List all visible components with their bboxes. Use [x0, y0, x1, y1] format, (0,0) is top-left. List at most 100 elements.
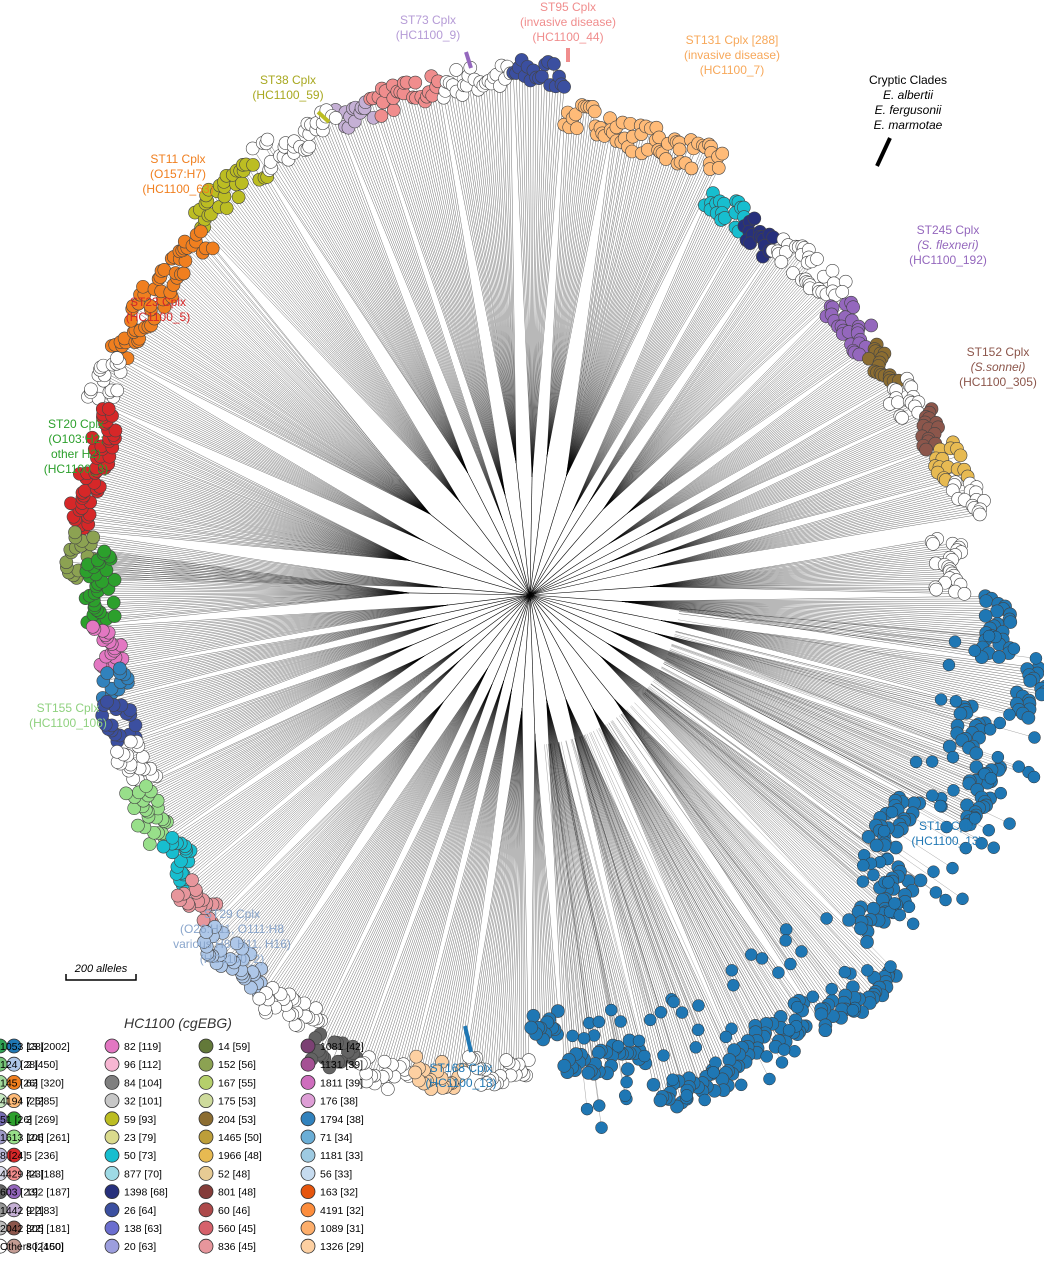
tree-branch: [608, 358, 869, 544]
legend-item: 163 [32]: [300, 1184, 358, 1199]
tree-branch: [677, 619, 949, 666]
legend-swatch: [198, 1093, 214, 1108]
tree-branch: [621, 601, 986, 616]
leaf-node: [646, 1077, 661, 1092]
clade-label-line: (invasive disease): [684, 48, 780, 62]
tree-branch: [232, 701, 444, 969]
tree-branch: [521, 708, 529, 1061]
tree-branch: [529, 554, 658, 596]
tree-branch: [206, 701, 444, 947]
tree-branch: [565, 698, 729, 1086]
tree-branch: [397, 91, 506, 496]
tree-branch: [437, 594, 531, 624]
leaf-node: [205, 241, 220, 256]
tree-branch: [566, 163, 710, 477]
tree-branch: [312, 668, 488, 1020]
legend-label: 80 [150]: [26, 1241, 64, 1253]
leaf-node: [788, 1044, 801, 1058]
tree-branch: [645, 406, 915, 535]
tree-branch: [243, 170, 461, 503]
legend-item: 96 [112]: [104, 1056, 161, 1072]
legend-swatch: [0, 1056, 8, 1072]
clade-markers: [316, 48, 892, 1053]
tree-branch: [565, 698, 699, 1088]
tree-branch: [423, 689, 512, 1071]
legend-label: 5 [236]: [26, 1150, 58, 1162]
tree-branch: [566, 137, 660, 477]
leaf-node: [946, 750, 960, 764]
legend-item: 603 [23]: [0, 1184, 38, 1199]
tree-branch: [466, 85, 517, 464]
tree-branch: [606, 642, 898, 832]
leaf-node: [246, 158, 260, 172]
leaf-node: [877, 824, 891, 838]
tree-branch: [102, 622, 438, 716]
tree-branch: [649, 500, 985, 569]
clade-label-line: ST155 Cplx: [37, 701, 100, 715]
tree-branch: [529, 594, 601, 657]
tree-branch: [614, 699, 885, 977]
leaf-node: [309, 1001, 323, 1016]
tree-branch: [621, 601, 1010, 620]
tree-branch: [426, 96, 506, 496]
legend-label: 63 [320]: [26, 1077, 64, 1089]
tree-branch: [608, 372, 878, 544]
leaf-node: [107, 609, 122, 623]
tree-branch: [430, 514, 531, 596]
legend-label: 305 [181]: [26, 1223, 70, 1235]
legend-swatch: [104, 1202, 120, 1218]
leaf-node: [381, 1082, 395, 1096]
leaf-node: [374, 109, 389, 123]
legend-label: 1613 [24]: [0, 1132, 44, 1144]
tree-branch: [531, 85, 551, 477]
tree-branch: [111, 604, 448, 654]
tree-branch: [384, 680, 504, 1062]
tree-branch: [209, 659, 461, 922]
leaf-node: [229, 936, 244, 951]
clade-label-line: E. marmotae: [874, 118, 943, 132]
tree-branch: [601, 726, 783, 1063]
clade-label-line: ST11 Cplx: [150, 152, 205, 166]
tree-branch: [119, 362, 424, 541]
tree-branch: [148, 655, 425, 817]
legend-swatch: [198, 1166, 214, 1181]
clade-label-line: ST10 Cplx: [919, 819, 975, 833]
leaf-node: [991, 750, 1005, 764]
tree-branch: [546, 114, 576, 457]
tree-branch: [572, 209, 711, 512]
tree-branch: [621, 601, 992, 637]
tree-branch: [602, 279, 803, 510]
tree-branch: [120, 617, 425, 674]
tree-branch: [109, 392, 424, 541]
tree-branch: [118, 617, 425, 690]
tree-branch: [280, 668, 488, 995]
clade-label-line: (HC1100_106): [29, 716, 107, 730]
tree-branch: [173, 284, 431, 515]
leaf-node: [638, 1049, 651, 1063]
legend-item: 836 [45]: [198, 1238, 256, 1254]
leaf-node: [1003, 708, 1016, 721]
tree-branch: [460, 502, 531, 596]
tree-branch: [103, 365, 424, 541]
tree-branch: [546, 129, 611, 457]
legend-label: 560 [45]: [218, 1223, 256, 1235]
legend-item: 801 [48]: [198, 1184, 256, 1199]
tree-branch: [502, 708, 523, 1083]
tree-branch: [529, 568, 650, 596]
tree-branch: [206, 659, 461, 904]
clade-label-line: other H2): [51, 447, 101, 461]
tree-branch: [626, 307, 854, 514]
tree-branch: [82, 497, 410, 561]
tree-branch: [609, 443, 936, 563]
tree-branch: [572, 217, 725, 512]
tree-branch: [606, 642, 880, 831]
tree-branch: [610, 630, 987, 806]
tree-branch: [242, 164, 461, 503]
tree-branch: [271, 167, 468, 474]
tree-branch: [654, 632, 980, 738]
tree-branch: [621, 713, 854, 1011]
tree-branch: [485, 708, 523, 1070]
tree-branch: [284, 146, 468, 474]
tree-branch: [553, 743, 600, 1022]
legend-item: 56 [33]: [300, 1166, 352, 1181]
